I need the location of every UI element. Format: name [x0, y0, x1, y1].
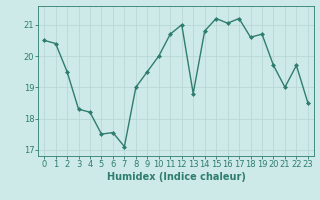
X-axis label: Humidex (Indice chaleur): Humidex (Indice chaleur)	[107, 172, 245, 182]
